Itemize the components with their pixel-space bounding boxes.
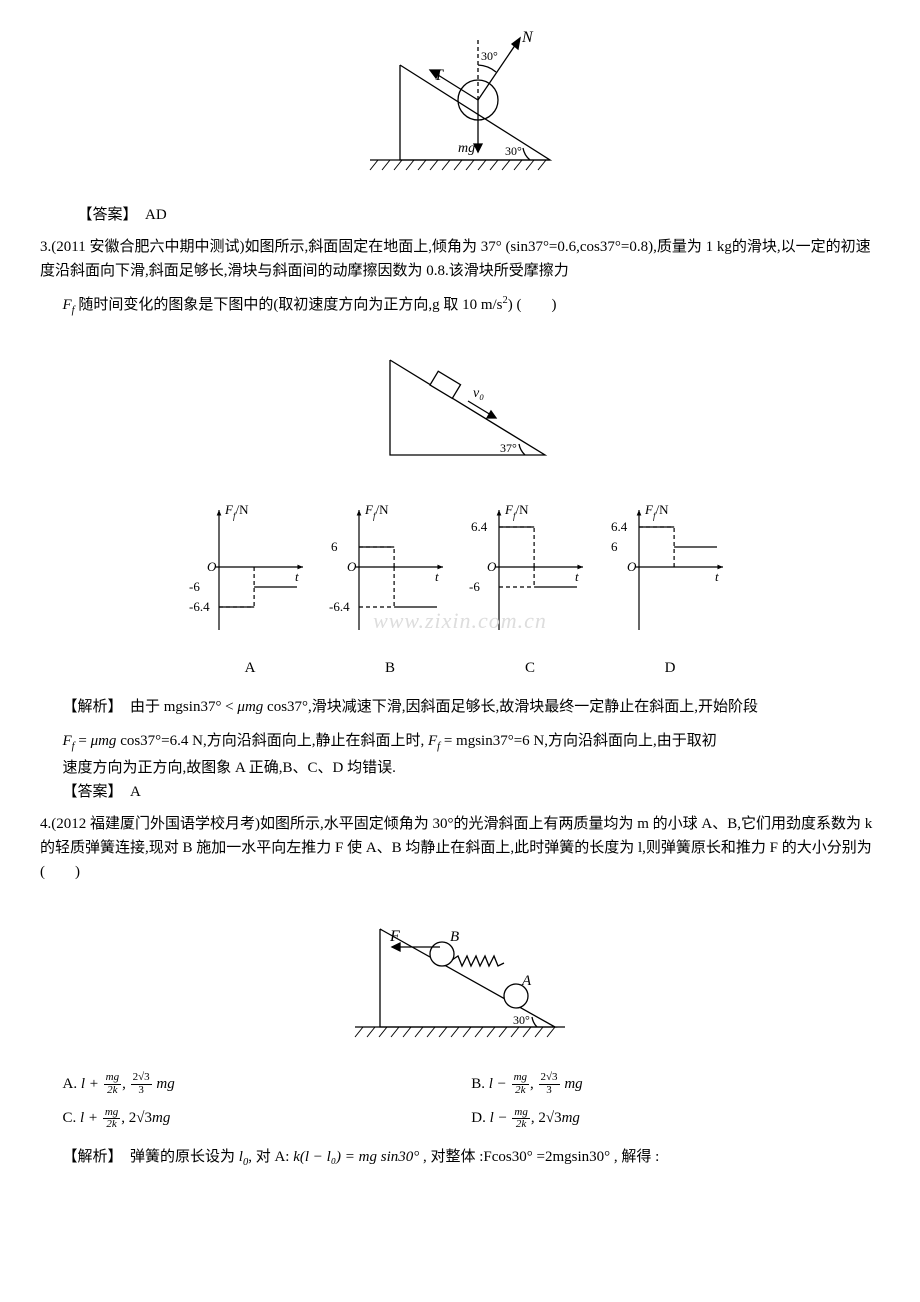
- q4-analysis: 【解析】 弹簧的原长设为 l0, 对 A: k(l − l₀) = mg sin…: [40, 1145, 880, 1172]
- label-37: 37°: [500, 441, 517, 455]
- label-30-base: 30°: [505, 144, 522, 158]
- q4-options: A. l + mg2k, 2√33 mg B. l − mg2k, 2√33 m…: [40, 1072, 880, 1131]
- q3-answer: 【答案】 A: [40, 780, 880, 804]
- analysis-label: 【解析】: [63, 699, 131, 715]
- label-B: B: [450, 929, 459, 945]
- q3-analysis-line3: 速度方向为正方向,故图象 A 正确,B、C、D 均错误.: [40, 756, 880, 780]
- analysis-label: 【解析】: [63, 1149, 131, 1165]
- chart-A: Ff/N t O -6 -6.4 A: [185, 498, 315, 680]
- chart-label: B: [325, 656, 455, 680]
- chart-C: Ff/N t O 6.4 -6 C: [465, 498, 595, 680]
- label-30-top: 30°: [481, 49, 498, 63]
- svg-text:t: t: [435, 569, 439, 584]
- q3-source: (2011 安徽合肥六中期中测试): [51, 239, 244, 255]
- chart-label: D: [605, 656, 735, 680]
- label-N: N: [521, 29, 534, 46]
- svg-text:Ff/N: Ff/N: [644, 502, 669, 521]
- label-v0: v₀: [473, 386, 484, 401]
- svg-text:-6.4: -6.4: [189, 599, 210, 614]
- q4-num: 4.: [40, 816, 51, 832]
- fig-incline-37: v₀ 37°: [40, 335, 880, 483]
- fig-charts: Ff/NtO-6-6.4AFf/NtO6-6.4BFf/NtO6.4-6CFf/…: [40, 498, 880, 680]
- svg-text:Ff/N: Ff/N: [364, 502, 389, 521]
- answer-label: 【答案】: [78, 207, 146, 223]
- svg-text:t: t: [575, 569, 579, 584]
- q4-opt-B: B. l − mg2k, 2√33 mg: [471, 1072, 880, 1097]
- svg-text:6: 6: [331, 539, 338, 554]
- svg-text:t: t: [295, 569, 299, 584]
- q4-opt-A: A. l + mg2k, 2√33 mg: [63, 1072, 472, 1097]
- q3-analysis: 【解析】 由于 mgsin37° < μmg cos37°,滑块减速下滑,因斜面…: [40, 695, 880, 719]
- label-F: F: [389, 928, 400, 945]
- question-4: 4.(2012 福建厦门外国语学校月考)如图所示,水平固定倾角为 30°的光滑斜…: [40, 812, 880, 1172]
- label-30: 30°: [513, 1013, 530, 1027]
- q2-answer: 【答案】 AD: [40, 203, 880, 227]
- svg-text:O: O: [487, 559, 497, 574]
- chart-label: C: [465, 656, 595, 680]
- chart-label: A: [185, 656, 315, 680]
- sym-Ff: Ff: [63, 297, 75, 313]
- svg-text:6.4: 6.4: [471, 519, 488, 534]
- svg-text:t: t: [715, 569, 719, 584]
- chart-B: Ff/N t O6 -6.4 B: [325, 498, 455, 680]
- fig-spring-incline: F B A 30°: [40, 899, 880, 1057]
- q3-analysis-line2: Ff = μmg cos37°=6.4 N,方向沿斜面向上,静止在斜面上时, F…: [40, 729, 880, 756]
- analysis-p2b: cos37°,滑块减速下滑,因斜面足够长,故滑块最终一定静止在斜面上,开始阶段: [263, 699, 758, 715]
- q3-stem2b: ) ( ): [508, 297, 557, 313]
- sym-mu: μ: [237, 699, 245, 715]
- q4-source: (2012 福建厦门外国语学校月考): [51, 816, 260, 832]
- label-T: T: [434, 67, 444, 84]
- q3-num: 3.: [40, 239, 51, 255]
- fig-freebody: N T mg 30° 30°: [40, 20, 880, 188]
- q4-opt-C: C. l + mg2k, 2√3mg: [63, 1106, 472, 1131]
- analysis-p1: 由于 mgsin37° <: [130, 699, 237, 715]
- svg-text:Ff/N: Ff/N: [224, 502, 249, 521]
- answer-label: 【答案】: [63, 784, 131, 800]
- chart-D: Ff/N t O 6.4 6 D: [605, 498, 735, 680]
- svg-text:Ff/N: Ff/N: [504, 502, 529, 521]
- svg-text:6: 6: [611, 539, 618, 554]
- svg-text:O: O: [347, 559, 357, 574]
- svg-text:-6.4: -6.4: [329, 599, 350, 614]
- svg-text:-6: -6: [189, 579, 200, 594]
- answer-value: AD: [145, 207, 167, 223]
- svg-text:O: O: [207, 559, 217, 574]
- sym-mg: mg: [245, 699, 263, 715]
- svg-text:6.4: 6.4: [611, 519, 628, 534]
- q4-opt-D: D. l − mg2k, 2√3mg: [471, 1106, 880, 1131]
- q3-stem2a: 随时间变化的图象是下图中的(取初速度方向为正方向,g 取 10 m/s: [75, 297, 503, 313]
- svg-text:-6: -6: [469, 579, 480, 594]
- label-A: A: [521, 973, 532, 989]
- label-mg: mg: [458, 141, 475, 156]
- svg-text:O: O: [627, 559, 637, 574]
- question-3: 3.(2011 安徽合肥六中期中测试)如图所示,斜面固定在地面上,倾角为 37°…: [40, 235, 880, 804]
- answer-value: A: [130, 784, 141, 800]
